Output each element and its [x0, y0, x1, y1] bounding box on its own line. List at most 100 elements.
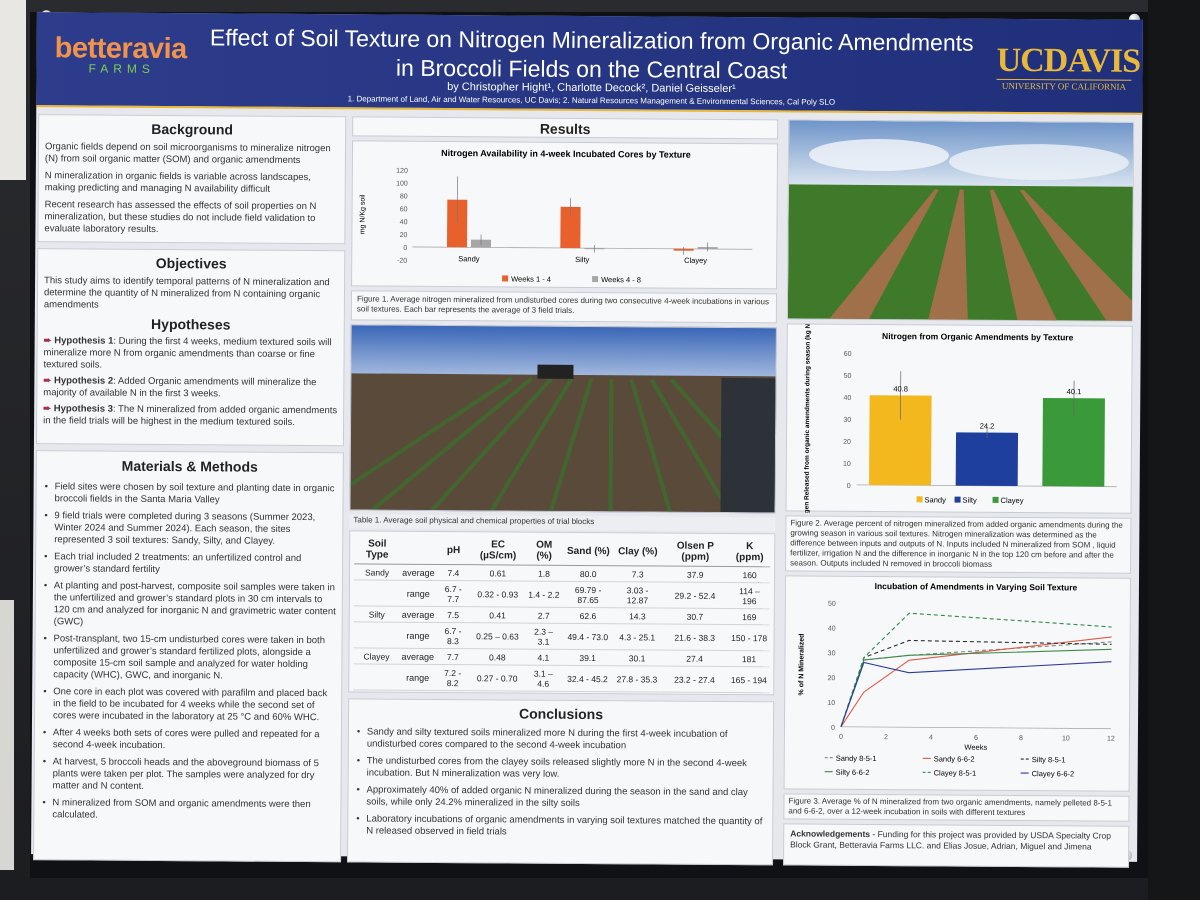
conclusions-item: The undisturbed cores from the clayey so… — [355, 755, 767, 782]
table-header: Sand (%) — [562, 536, 615, 566]
conclusions-item: Approximately 40% of added organic N min… — [354, 784, 766, 811]
x-tick-label: 2 — [884, 734, 888, 741]
y-tick-label: 10 — [827, 700, 835, 707]
y-tick-label: 0 — [831, 725, 835, 732]
x-tick-label: Sandy — [458, 254, 480, 263]
y-tick-label: 80 — [400, 193, 408, 200]
bar — [1042, 397, 1105, 487]
table-cell: 1.4 - 2.2 — [525, 581, 563, 608]
y-tick-label: 50 — [844, 373, 852, 380]
table-cell: 160 — [729, 566, 771, 583]
objectives-section: Objectives This study aims to identify t… — [35, 248, 346, 447]
table-cell: 62.6 — [562, 607, 614, 624]
table-cell: 80.0 — [562, 565, 615, 582]
y-tick-label: 30 — [843, 417, 851, 424]
y-tick-label: 100 — [396, 181, 408, 188]
y-axis-label: Nitrogen Released from organic amendment… — [803, 324, 812, 514]
soil-properties-table: Soil Type pH EC (µS/cm) OM (%) Sand (%) … — [353, 535, 771, 693]
table-cell: 7.4 — [436, 564, 471, 581]
legend-label: Clayey 8-5-1 — [934, 768, 977, 777]
hypotheses-heading: Hypotheses — [151, 315, 231, 333]
conclusions-section: Conclusions Sandy and silty textured soi… — [347, 698, 775, 866]
bar — [560, 206, 581, 249]
y-tick-label: 120 — [396, 168, 408, 175]
table-cell: 69.79 - 87.65 — [562, 581, 615, 608]
methods-item: Each trial included 2 treatments: an unf… — [42, 551, 336, 577]
methods-item: Post-transplant, two 15-cm undisturbed c… — [41, 633, 335, 683]
background-paragraph: Recent research has assessed the effects… — [44, 199, 317, 236]
chart-title: Incubation of Amendments in Varying Soil… — [875, 581, 1078, 592]
y-tick-label: 0 — [403, 245, 407, 252]
x-tick-label: 0 — [839, 734, 843, 741]
sky — [351, 325, 777, 381]
hypothesis-1: ➨ Hypothesis 1: During the first 4 weeks… — [43, 335, 337, 373]
table-row: range 7.2 - 8.2 0.27 - 0.70 3.1 – 4.6 32.4 -… — [353, 663, 770, 693]
table-header: K (ppm) — [729, 537, 771, 567]
figure-2-chart: Nitrogen from Organic Amendments by Text… — [785, 309, 1133, 529]
cloud — [808, 139, 949, 172]
person — [720, 377, 777, 514]
table-cell: 49.4 - 73.0 — [561, 623, 614, 650]
table-cell: average — [400, 564, 437, 581]
y-tick-label: 10 — [843, 461, 851, 468]
acknowledgements-label: Acknowledgements — [790, 828, 871, 839]
legend-label: Clayey 6-6-2 — [1032, 769, 1075, 778]
table-cell: 0.25 – 0.63 — [469, 622, 526, 650]
y-axis-label: mg N/Kg soil — [359, 194, 366, 234]
table-header: pH — [436, 535, 471, 565]
tractor-field-image — [349, 325, 777, 514]
table-cell: Clayey — [353, 647, 400, 665]
series-line — [840, 612, 1112, 727]
figure-3-chart: Incubation of Amendments in Varying Soil… — [783, 575, 1132, 792]
methods-item: At harvest, 5 broccoli heads and the abo… — [41, 756, 335, 794]
hypothesis-label: Hypothesis 3 — [53, 403, 113, 415]
bar — [446, 199, 468, 248]
table-cell: range — [399, 622, 437, 649]
table-cell: 7.3 — [614, 565, 662, 583]
table-1-caption-box: Table 1. Average soil physical and chemi… — [349, 514, 776, 532]
data-label: 40.8 — [893, 384, 908, 393]
table-cell: 30.1 — [613, 649, 661, 667]
table-cell: 4.1 — [524, 649, 562, 666]
table-cell: 23.2 - 27.4 — [660, 666, 729, 693]
y-tick-label: 40 — [843, 395, 851, 402]
legend-label: Silty — [963, 496, 977, 505]
table-cell: 0.48 — [469, 648, 526, 666]
x-axis — [840, 726, 1111, 730]
table-header: Olsen P (ppm) — [661, 537, 730, 567]
table-cell: 29.2 - 52.4 — [660, 582, 730, 609]
objectives-text: This study aims to identify temporal pat… — [43, 275, 330, 311]
figure-2-caption-box: Figure 2. Average percent of nitrogen mi… — [785, 515, 1132, 574]
figure-3-caption: Figure 3. Average % of N mineralized fro… — [788, 796, 1113, 818]
conclusions-heading: Conclusions — [518, 705, 604, 723]
y-tick-label: 20 — [843, 439, 851, 446]
table-cell: range — [399, 580, 437, 607]
background-heading: Background — [151, 120, 234, 138]
figure-1-caption-box: Figure 1. Average nitrogen mineralized f… — [350, 290, 778, 324]
tractor — [537, 364, 574, 379]
y-tick-label: 30 — [828, 650, 836, 657]
table-header: EC (µS/cm) — [470, 536, 526, 566]
series-line — [840, 661, 1112, 727]
chart-3-svg: Incubation of Amendments in Varying Soil… — [798, 581, 1115, 778]
table-cell: Silty — [353, 605, 400, 623]
table-cell: 4.3 - 25.1 — [613, 623, 661, 651]
table-cell — [353, 663, 400, 691]
objectives-heading: Objectives — [155, 254, 227, 272]
legend-label: Weeks 1 - 4 — [511, 274, 551, 283]
y-tick-label: 40 — [828, 625, 836, 632]
legend-label: Weeks 4 - 8 — [601, 275, 641, 284]
x-tick-label: Clayey — [684, 256, 707, 265]
cloud — [948, 144, 1129, 181]
table-header — [400, 535, 437, 565]
y-tick-label: 50 — [828, 601, 836, 608]
acknowledgements-text: Acknowledgements - Funding for this proj… — [790, 828, 1122, 852]
table-cell: 0.27 - 0.70 — [469, 664, 525, 692]
table-cell: average — [399, 648, 437, 665]
bar — [955, 432, 1019, 487]
methods-list: Field sites were chosen by soil texture … — [40, 481, 336, 823]
table-cell: 6.7 - 7.7 — [436, 580, 471, 607]
y-tick-label: 0 — [847, 483, 851, 490]
legend-label: Sandy 6-6-2 — [934, 754, 975, 763]
table-1-caption: Table 1. Average soil physical and chemi… — [353, 515, 595, 527]
